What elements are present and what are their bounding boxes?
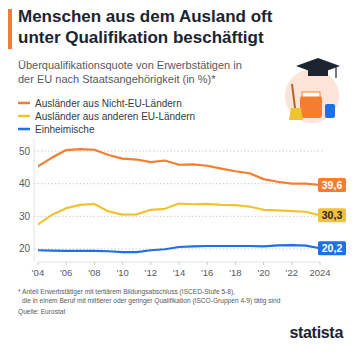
x-tick-label: '22 [286,267,298,278]
x-tick-label: '06 [60,267,72,278]
subtitle: Überqualifikationsquote von Erwerbstätig… [18,58,258,86]
value-label-box [318,178,346,192]
title: Menschen aus dem Ausland oft unter Quali… [18,6,310,48]
accent-bar [8,9,12,49]
x-tick [38,262,39,265]
legend-label: Einheimische [35,124,95,135]
icon-tassel [335,66,336,78]
legend-swatch [18,128,30,131]
value-label: 39,6 [322,179,343,191]
value-label-box [318,241,346,255]
brand-logo: statista [289,324,343,342]
x-tick-label: '08 [88,267,100,278]
x-tick-label: '16 [201,267,213,278]
icon-bg [285,69,339,123]
chart-root: Ausländer aus Nicht-EU-Ländern Ausländer … [0,0,355,355]
icon-cap-base [308,68,328,76]
y-tick-label: 30 [19,211,31,222]
x-tick-label: '18 [229,267,241,278]
series-line [38,245,320,252]
icon-broom-head [289,108,303,120]
value-label: 30,3 [322,209,343,221]
x-tick-label: '10 [116,267,128,278]
legend: Ausländer aus Nicht-EU-Ländern Ausländer … [18,98,195,135]
x-tick [122,262,123,265]
grid-line [34,248,324,249]
grid-line [34,183,324,184]
source: Quelle: Eurostat [18,308,65,315]
footnote-line: * Anteil Erwerbstätiger mit tertiärem Bi… [18,287,280,296]
x-tick [207,262,208,265]
x-tick-label: '20 [257,267,269,278]
x-tick-label: '14 [173,267,185,278]
icon-bucket [300,96,322,118]
y-tick-label: 20 [19,243,31,254]
value-labels: 39,6 30,3 20,2 [318,178,346,255]
x-tick [235,262,236,265]
footnote: * Anteil Erwerbstätiger mit tertiärem Bi… [18,287,280,305]
y-tick-label: 50 [19,146,31,157]
footnote-line: die in einem Beruf mit mittlerer oder ge… [18,296,280,305]
x-tick [150,262,151,265]
lines [38,149,320,252]
y-axis-line [34,138,35,262]
grid-line [34,151,324,152]
y-tick-label: 40 [19,178,31,189]
icon [285,58,340,123]
value-label: 20,2 [322,242,343,254]
x-tick [291,262,292,265]
series-line [38,204,320,225]
x-tick-label: '12 [145,267,157,278]
legend-swatch [18,102,30,105]
icon-bottle [325,104,335,118]
icon-bucket-top [302,92,320,97]
series-line [38,149,320,185]
x-tick [179,262,180,265]
grid-line [34,216,324,217]
x-tick [66,262,67,265]
legend-label: Ausländer aus Nicht-EU-Ländern [35,98,182,109]
x-tick-label: 2024 [309,267,330,278]
x-tick [320,262,321,265]
legend-swatch [18,115,30,118]
legend-label: Ausländer aus anderen EU-Ländern [35,111,195,122]
value-label-box [318,208,346,222]
x-tick [94,262,95,265]
x-tick-label: '04 [32,267,44,278]
x-tick [263,262,264,265]
